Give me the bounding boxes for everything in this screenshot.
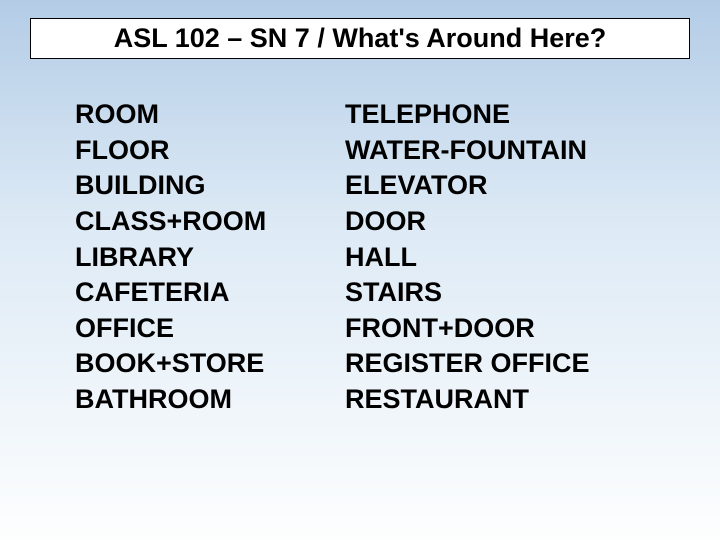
slide-title: ASL 102 – SN 7 / What's Around Here? [114, 23, 607, 53]
list-item: ROOM [75, 97, 345, 133]
title-box: ASL 102 – SN 7 / What's Around Here? [30, 18, 690, 59]
right-column: TELEPHONE WATER-FOUNTAIN ELEVATOR DOOR H… [345, 97, 685, 418]
list-item: TELEPHONE [345, 97, 685, 133]
list-item: FLOOR [75, 133, 345, 169]
list-item: BOOK+STORE [75, 346, 345, 382]
list-item: BATHROOM [75, 382, 345, 418]
list-item: OFFICE [75, 311, 345, 347]
list-item: CLASS+ROOM [75, 204, 345, 240]
left-column: ROOM FLOOR BUILDING CLASS+ROOM LIBRARY C… [75, 97, 345, 418]
list-item: HALL [345, 240, 685, 276]
list-item: CAFETERIA [75, 275, 345, 311]
list-item: BUILDING [75, 168, 345, 204]
list-item: REGISTER OFFICE [345, 346, 685, 382]
list-item: WATER-FOUNTAIN [345, 133, 685, 169]
list-item: DOOR [345, 204, 685, 240]
list-item: ELEVATOR [345, 168, 685, 204]
list-item: RESTAURANT [345, 382, 685, 418]
list-item: STAIRS [345, 275, 685, 311]
list-item: FRONT+DOOR [345, 311, 685, 347]
vocab-columns: ROOM FLOOR BUILDING CLASS+ROOM LIBRARY C… [0, 97, 720, 418]
list-item: LIBRARY [75, 240, 345, 276]
